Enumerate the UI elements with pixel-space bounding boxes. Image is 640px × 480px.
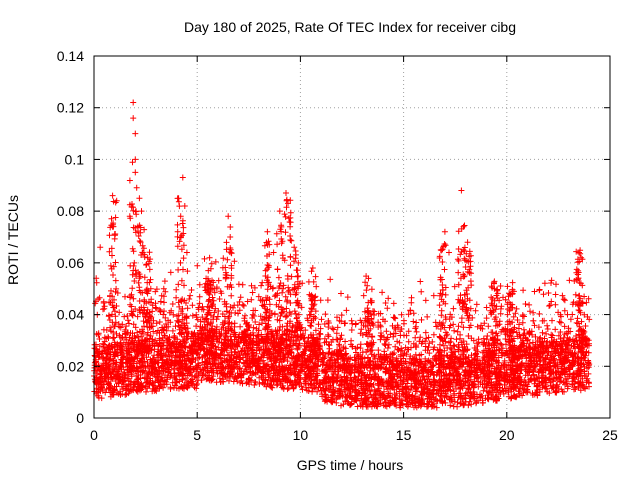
y-tick-label: 0.04 [57, 307, 84, 323]
y-tick-label: 0.08 [57, 203, 84, 219]
x-tick-label: 10 [293, 427, 309, 443]
y-tick-label: 0.1 [65, 151, 85, 167]
x-tick-label: 0 [90, 427, 98, 443]
y-tick-label: 0.02 [57, 358, 84, 374]
grid-lines [94, 56, 610, 418]
chart-title: Day 180 of 2025, Rate Of TEC Index for r… [184, 19, 516, 35]
data-points [91, 99, 593, 411]
x-tick-label: 5 [193, 427, 201, 443]
y-axis-label: ROTI / TECUs [5, 195, 21, 285]
y-tick-label: 0.06 [57, 255, 84, 271]
plot-frame [93, 55, 611, 419]
x-tick-label: 15 [396, 427, 412, 443]
x-axis-label: GPS time / hours [297, 457, 404, 473]
x-tick-label: 20 [499, 427, 515, 443]
y-tick-label: 0.14 [57, 48, 84, 64]
axis-ticks: 0 5 10 15 20 25 0 0.02 0.04 0.06 0.08 0.1 0.12 0.14 [57, 48, 618, 443]
y-tick-label: 0 [76, 410, 84, 426]
roti-series-points [91, 99, 593, 411]
y-tick-label: 0.12 [57, 100, 84, 116]
x-tick-label: 25 [602, 427, 618, 443]
